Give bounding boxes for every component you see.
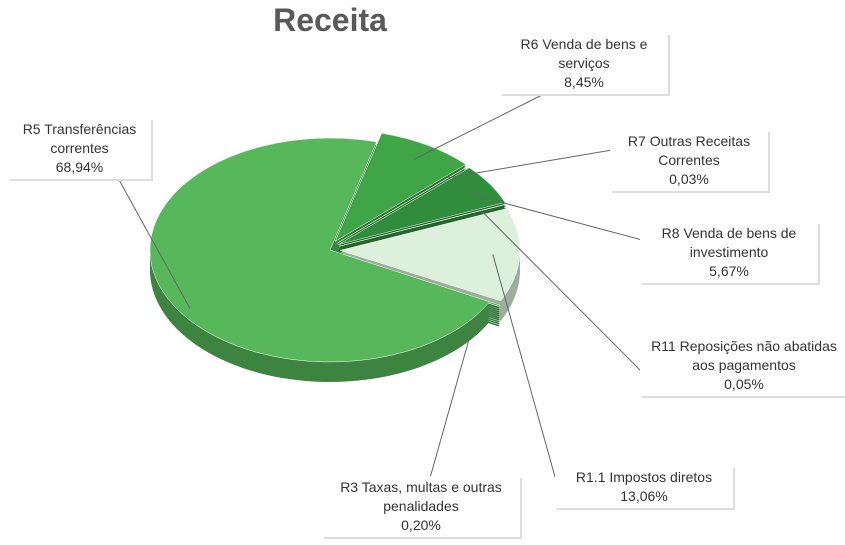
- slice: [149, 137, 491, 363]
- label-category: R3 Taxas, multas e outras penalidades: [340, 479, 502, 514]
- data-label: R5 Transferências correntes 68,94%: [8, 118, 151, 179]
- label-value: 0,20%: [401, 517, 441, 533]
- slice: [337, 165, 469, 244]
- data-label: R1.1 Impostos diretos 13,06%: [555, 466, 733, 508]
- slice: [338, 167, 506, 245]
- label-value: 0,03%: [669, 171, 709, 187]
- leader-line: [466, 192, 643, 241]
- label-category: R8 Venda de bens de investimento: [661, 225, 797, 260]
- data-label: R11 Reposições não abatidas aos pagament…: [640, 335, 845, 396]
- label-category: R6 Venda de bens e serviços: [520, 36, 648, 71]
- data-label: R3 Taxas, multas e outras penalidades 0,2…: [322, 476, 520, 537]
- label-value: 68,94%: [55, 159, 104, 175]
- slice: [334, 132, 467, 243]
- label-value: 8,45%: [564, 74, 604, 90]
- leader-line: [492, 254, 558, 485]
- slice-side: [339, 208, 507, 251]
- label-category: R5 Transferências correntes: [22, 121, 137, 156]
- label-category: R11 Reposições não abatidas aos pagament…: [651, 338, 837, 373]
- label-value: 13,06%: [620, 488, 668, 504]
- leader-line: [448, 149, 613, 179]
- pie-tops: [149, 132, 521, 363]
- leader-line: [480, 210, 646, 376]
- label-category: R1.1 Impostos diretos: [575, 469, 713, 485]
- label-value: 0,05%: [724, 376, 764, 392]
- slice: [339, 208, 521, 302]
- leader-line: [413, 89, 553, 161]
- data-label: R8 Venda de bens de investimento 5,67%: [640, 222, 818, 283]
- chart-title: Receita: [273, 2, 387, 38]
- leader-line: [429, 317, 476, 479]
- data-label: R7 Outras Receitas Correntes 0,03%: [610, 130, 768, 191]
- label-category: R7 Outras Receitas Correntes: [627, 133, 751, 168]
- label-value: 5,67%: [709, 263, 749, 279]
- data-label: R6 Venda de bens e serviços 8,45%: [500, 33, 668, 94]
- leader-line: [117, 177, 191, 309]
- slice-side: [339, 206, 507, 249]
